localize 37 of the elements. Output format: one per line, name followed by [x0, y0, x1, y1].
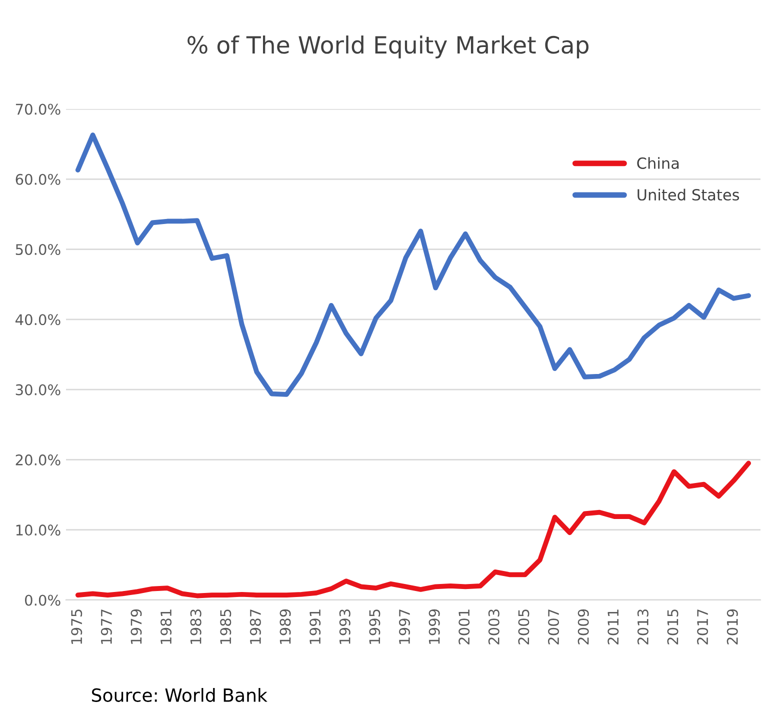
x-tick-label: 1987	[250, 610, 261, 644]
x-tick-label: 1993	[339, 609, 350, 644]
x-tick-label: 2009	[578, 609, 589, 644]
y-tick-label: 0.0%	[25, 594, 60, 606]
x-tick-label: 2001	[458, 610, 470, 644]
x-tick-label: 2019	[726, 609, 738, 644]
x-tick-label: 1995	[369, 610, 380, 644]
x-tick-label: 1991	[310, 610, 321, 644]
y-tick-label: 40.0%	[15, 314, 60, 326]
x-tick-label: 1997	[398, 610, 410, 644]
x-tick-label: 1979	[130, 609, 142, 644]
y-tick-label: 20.0%	[16, 454, 60, 466]
x-tick-label: 1999	[428, 609, 440, 644]
y-tick-label: 50.0%	[16, 244, 60, 256]
line-series	[75, 132, 751, 397]
x-tick-label: 2015	[667, 610, 678, 644]
y-tick-label: 60.0%	[16, 174, 60, 185]
x-tick-label: 2007	[548, 610, 560, 644]
y-tick-label: 30.0%	[16, 384, 60, 396]
x-tick-label: 2013	[637, 609, 648, 644]
x-tick-label: 2011	[608, 610, 619, 644]
source-note: Source: World Bank	[92, 688, 268, 702]
x-tick-label: 1985	[220, 610, 232, 644]
line-series	[75, 460, 751, 598]
legend-label: United States	[638, 188, 740, 201]
x-tick-label: 1981	[160, 610, 172, 644]
y-tick-label: 10.0%	[16, 524, 60, 536]
x-tick-label: 1983	[190, 609, 202, 644]
x-tick-label: 2005	[518, 610, 530, 644]
y-tick-label: 70.0%	[16, 104, 60, 115]
legend-label: China	[637, 157, 679, 169]
x-tick-label: 2003	[488, 609, 500, 644]
x-tick-label: 1975	[71, 610, 82, 644]
chart-title: % of The World Equity Market Cap	[188, 36, 588, 58]
x-tick-label: 2017	[697, 610, 708, 644]
x-tick-label: 1989	[280, 609, 291, 644]
x-tick-label: 1977	[100, 610, 112, 644]
